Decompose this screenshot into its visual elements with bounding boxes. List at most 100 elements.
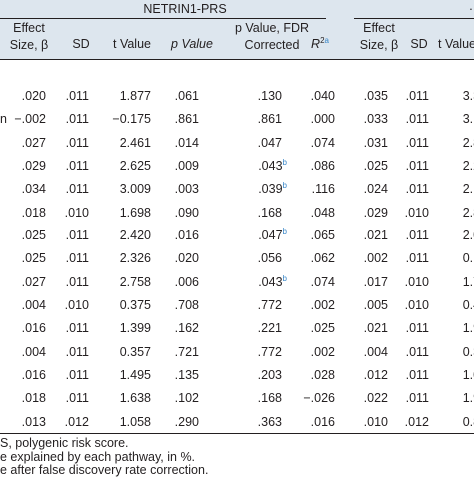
- cell-beta: .016: [21, 367, 46, 382]
- cell-beta2: .021: [363, 228, 388, 242]
- cell-sd: .011: [65, 367, 89, 382]
- col-header-t-value-right: t Value: [438, 37, 474, 51]
- cell-t2: 0.484: [462, 298, 474, 312]
- cell-fdr: .043b: [258, 157, 287, 173]
- cell-beta2: .010: [363, 414, 388, 429]
- cell-sd2: .011: [405, 344, 429, 359]
- table-row: .020 .011 1.877 .061 .130 .040 .035 .011 3.317: [0, 85, 474, 108]
- fdr-footnote-marker: b: [282, 273, 287, 283]
- cell-t: −0.175: [112, 112, 151, 127]
- cell-fdr: .363: [257, 414, 282, 429]
- cell-fdr: .203: [257, 367, 282, 382]
- header-bottom-rule: [0, 59, 474, 60]
- cell-sd: .012: [64, 414, 89, 429]
- cell-sd2: .011: [405, 158, 429, 173]
- cell-p: .290: [174, 414, 199, 429]
- cell-beta: .018: [21, 205, 46, 220]
- cell-r2: .116: [311, 182, 335, 197]
- cell-fdr: .772: [257, 298, 282, 312]
- cell-sd2: .011: [405, 135, 429, 150]
- cell-t: 0.357: [119, 344, 151, 359]
- cell-fdr: .130: [257, 89, 282, 103]
- cell-t2: 1.082: [462, 367, 474, 382]
- cell-beta2: .017: [363, 274, 388, 289]
- cell-fdr: .047b: [258, 226, 287, 242]
- cell-sd2: .011: [405, 182, 429, 197]
- cell-beta: .027: [21, 274, 46, 289]
- table-row: .025 .011 2.326 .020 .056 .062 .002 .011 0.157: [0, 247, 474, 270]
- cell-p: .135: [174, 367, 199, 382]
- table-bottom-rule: [0, 433, 474, 434]
- cell-beta2: .024: [363, 182, 388, 197]
- cell-beta2: .004: [363, 344, 388, 359]
- table-row: .013 .012 1.058 .290 .363 .016 .010 .012 0.852: [0, 411, 474, 434]
- cell-beta2: .005: [363, 298, 388, 312]
- cell-r2: .065: [310, 228, 335, 242]
- cell-sd: .011: [65, 182, 89, 197]
- cell-beta2: .029: [363, 205, 388, 220]
- cell-r2: .086: [310, 158, 335, 173]
- group-rule-right: [354, 18, 474, 19]
- cell-r2: .062: [310, 251, 335, 266]
- cell-beta2: .021: [363, 321, 388, 336]
- cell-sd: .011: [65, 112, 89, 127]
- cell-sd2: .010: [404, 274, 429, 289]
- cell-sd: .010: [64, 298, 89, 312]
- cell-t: 1.058: [119, 414, 151, 429]
- cell-beta: .018: [21, 391, 46, 406]
- cell-r2: .025: [310, 321, 335, 336]
- cell-beta: .029: [21, 158, 46, 173]
- cell-t2: 0.333: [462, 344, 474, 359]
- cell-fdr: .168: [257, 391, 282, 406]
- cell-beta: .013: [21, 414, 46, 429]
- col-header-sd-right: SD: [410, 37, 428, 51]
- row-label: n: [0, 112, 7, 127]
- cell-r2: .016: [310, 414, 335, 429]
- fdr-footnote-marker: b: [282, 157, 287, 167]
- fdr-footnote-marker: b: [282, 226, 287, 236]
- cell-t: 1.638: [119, 391, 151, 406]
- cell-sd2: .011: [405, 321, 429, 336]
- cell-sd2: .011: [405, 112, 429, 127]
- cell-fdr: .168: [257, 205, 282, 220]
- cell-t: 1.877: [119, 89, 151, 103]
- cell-beta: .020: [21, 89, 46, 103]
- group-rule-left: [0, 18, 326, 19]
- cell-p: .020: [174, 251, 199, 266]
- cell-p: .006: [174, 274, 199, 289]
- col-header-fdr: p Value, FDR Corrected: [234, 21, 310, 52]
- cell-sd: .011: [65, 274, 89, 289]
- table-row: .004 .011 0.357 .721 .772 .002 .004 .011 0.333: [0, 341, 474, 364]
- cell-r2: .048: [310, 205, 335, 220]
- cell-sd: .011: [65, 251, 89, 266]
- cell-t: 1.698: [119, 205, 151, 220]
- cell-t2: 2.807: [462, 135, 474, 150]
- cell-t2: 2.028: [462, 228, 474, 242]
- cell-p: .061: [174, 89, 199, 103]
- cell-fdr: .772: [257, 344, 282, 359]
- table-row: .018 .010 1.698 .090 .168 .048 .029 .010 2.815: [0, 202, 474, 225]
- cell-p: .014: [174, 135, 199, 150]
- cell-r2: .002: [310, 298, 335, 312]
- cell-t2: 0.852: [462, 414, 474, 429]
- cell-beta2: .025: [363, 158, 388, 173]
- cell-beta2: .031: [363, 135, 388, 150]
- cell-fdr: .056: [257, 251, 282, 266]
- cell-sd: .011: [65, 89, 89, 103]
- cell-sd: .011: [65, 391, 89, 406]
- cell-beta: .025: [21, 251, 46, 266]
- table-row: .029 .011 2.625 .009 .043b .086 .025 .011 2.216: [0, 155, 474, 178]
- footnote: e explained by each pathway, in %.: [0, 449, 196, 464]
- cell-t2: 0.157: [462, 251, 474, 266]
- cell-sd: .010: [64, 205, 89, 220]
- cell-r2: .074: [310, 135, 335, 150]
- table-row: .018 .011 1.638 .102 .168 −.026 .022 .011 1.958: [0, 387, 474, 410]
- cell-sd2: .011: [405, 367, 429, 382]
- cell-t: 2.625: [119, 158, 151, 173]
- cell-sd2: .012: [404, 414, 429, 429]
- col-header-t-value: t Value: [113, 37, 151, 51]
- cell-fdr: .039b: [258, 181, 287, 197]
- cell-t2: 1.958: [462, 391, 474, 406]
- table-row: n −.002 .011 −0.175 .861 .861 .000 .033 .011 3.10…: [0, 108, 474, 131]
- cell-p: .861: [174, 112, 199, 127]
